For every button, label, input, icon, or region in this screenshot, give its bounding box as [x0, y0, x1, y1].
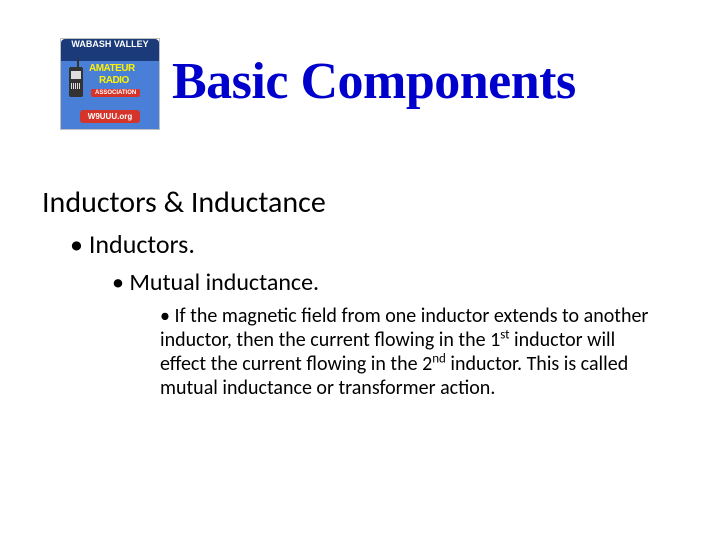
logo-word-amateur: AMATEUR: [89, 63, 135, 74]
logo-body: AMATEUR RADIO ASSOCIATION: [61, 61, 159, 105]
logo-word-radio: RADIO: [99, 75, 129, 86]
bullet-marker: •: [112, 268, 124, 297]
handheld-radio-icon: [67, 63, 85, 103]
bullet-level-3-text: If the magnetic field from one inductor …: [160, 304, 648, 400]
slide-title: Basic Components: [172, 52, 576, 111]
logo-banner-text: WABASH VALLEY: [71, 39, 148, 49]
bullet-level-2-text: Mutual inductance.: [129, 268, 319, 297]
logo-url-pill: W9UUU.org: [80, 110, 140, 123]
bullet-marker: •: [70, 228, 83, 260]
bullet-level-2: • Mutual inductance.: [112, 268, 319, 297]
bullet-level-3: • If the magnetic field from one inducto…: [160, 304, 662, 400]
logo-word-association: ASSOCIATION: [91, 89, 140, 97]
club-logo: WABASH VALLEY AMATEUR RADIO ASSOCIATION …: [60, 38, 160, 130]
bullet-marker: •: [160, 304, 170, 328]
logo-footer: W9UUU.org: [61, 105, 159, 129]
logo-banner: WABASH VALLEY: [61, 39, 159, 61]
section-heading: Inductors & Inductance: [42, 184, 326, 221]
bullet-level-1: • Inductors.: [70, 228, 195, 260]
bullet-level-1-text: Inductors.: [89, 228, 195, 260]
